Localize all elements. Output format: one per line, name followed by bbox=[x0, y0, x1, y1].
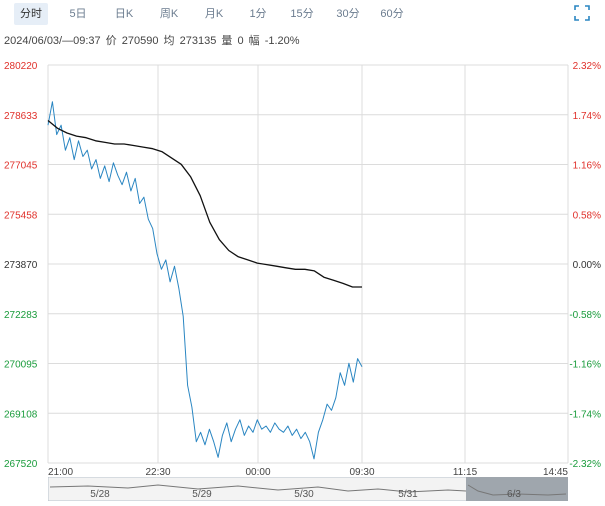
y-tick-label-left: 273870 bbox=[4, 260, 38, 271]
navigator-date-label: 5/30 bbox=[294, 489, 314, 500]
price-value: 270590 bbox=[121, 35, 159, 47]
tab-monthly-k[interactable]: 月K bbox=[204, 8, 224, 20]
y-tick-label-right: -1.16% bbox=[569, 360, 601, 371]
avg-value: 273135 bbox=[179, 35, 217, 47]
y-tick-label-right: -0.58% bbox=[569, 310, 601, 321]
x-tick-label: 14:45 bbox=[543, 467, 568, 478]
chart-series bbox=[47, 101, 363, 460]
quote-datetime: 2024/06/03/—09:37 bbox=[4, 35, 101, 47]
change-label: 幅 bbox=[248, 35, 260, 47]
volume-value: 0 bbox=[237, 35, 244, 47]
x-tick-label: 21:00 bbox=[48, 467, 73, 478]
navigator-selection bbox=[466, 477, 568, 501]
y-tick-label-right: -1.74% bbox=[569, 409, 601, 420]
avg-label: 均 bbox=[163, 35, 175, 47]
y-axis-labels: 280220 278633 277045 275458 273870 272283 2700… bbox=[4, 61, 601, 470]
change-value: -1.20% bbox=[264, 35, 300, 47]
navigator-trend-line bbox=[49, 484, 567, 496]
price-line bbox=[47, 101, 363, 460]
tab-15min[interactable]: 15分 bbox=[290, 8, 314, 20]
tab-intraday[interactable]: 分时 bbox=[14, 3, 48, 25]
navigator-strip[interactable]: 5/28 5/29 5/30 5/31 6/3 bbox=[47, 476, 569, 502]
y-tick-label-left: 272283 bbox=[4, 310, 38, 321]
tab-daily-k[interactable]: 日K bbox=[114, 8, 134, 20]
x-tick-label: 00:00 bbox=[245, 467, 270, 478]
y-tick-label-right: -2.32% bbox=[569, 459, 601, 470]
x-tick-label: 22:30 bbox=[145, 467, 170, 478]
quote-info-bar: 2024/06/03/—09:37 价 270590 均 273135 量 0 … bbox=[4, 32, 302, 48]
tab-5day[interactable]: 5日 bbox=[69, 8, 87, 20]
navigator-date-label: 5/29 bbox=[192, 489, 212, 500]
timeframe-tabbar: 分时 5日 日K 周K 月K 1分 15分 30分 60分 bbox=[0, 0, 605, 28]
price-label: 价 bbox=[105, 35, 117, 47]
y-tick-label-left: 275458 bbox=[4, 210, 38, 221]
y-tick-label-right: 1.74% bbox=[573, 111, 601, 122]
y-tick-label-right: 1.16% bbox=[573, 161, 601, 172]
navigator-date-label: 5/31 bbox=[398, 489, 418, 500]
navigator-date-label: 5/28 bbox=[90, 489, 110, 500]
tab-60min[interactable]: 60分 bbox=[380, 8, 404, 20]
tab-1min[interactable]: 1分 bbox=[249, 8, 267, 20]
time-navigator[interactable]: 5/28 5/29 5/30 5/31 6/3 bbox=[47, 476, 569, 502]
y-tick-label-left: 277045 bbox=[4, 161, 38, 172]
average-line bbox=[47, 119, 362, 288]
volume-label: 量 bbox=[221, 35, 233, 47]
y-tick-label-left: 278633 bbox=[4, 111, 38, 122]
y-tick-label-right: 0.58% bbox=[573, 210, 601, 221]
y-tick-label-left: 270095 bbox=[4, 360, 38, 371]
y-tick-label-left: 269108 bbox=[4, 409, 38, 420]
x-axis-labels: 21:00 22:30 00:00 09:30 11:15 14:45 bbox=[48, 467, 568, 478]
navigator-date-label: 6/3 bbox=[507, 489, 521, 500]
fullscreen-icon[interactable] bbox=[573, 4, 591, 22]
x-tick-label: 11:15 bbox=[453, 467, 478, 478]
y-tick-label-left: 267520 bbox=[4, 459, 38, 470]
y-tick-label-right: 0.00% bbox=[573, 260, 601, 271]
y-tick-label-right: 2.32% bbox=[573, 61, 601, 72]
tab-weekly-k[interactable]: 周K bbox=[159, 8, 179, 20]
tab-30min[interactable]: 30分 bbox=[336, 8, 360, 20]
y-tick-label-left: 280220 bbox=[4, 61, 38, 72]
chart-grid bbox=[47, 64, 569, 464]
x-tick-label: 09:30 bbox=[349, 467, 374, 478]
